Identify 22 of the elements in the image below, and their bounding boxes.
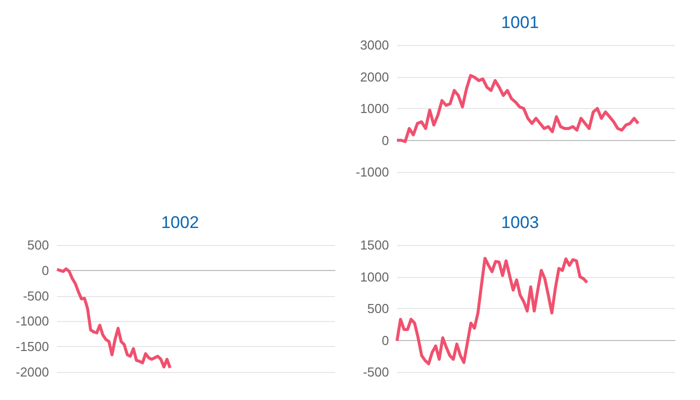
line-series <box>56 267 172 370</box>
line-series <box>396 74 640 144</box>
y-tick-label: 3000 <box>360 38 389 52</box>
y-tick-label: 0 <box>382 332 389 348</box>
y-tick-label: 500 <box>27 238 49 252</box>
y-tick-label: -1500 <box>16 339 49 354</box>
y-tick-label: 1000 <box>360 269 389 284</box>
y-tick-label: -500 <box>22 288 49 304</box>
chart-title: 1003 <box>501 213 539 232</box>
y-tick-label: 0 <box>382 132 389 148</box>
line-series <box>396 256 589 366</box>
y-tick-label: 2000 <box>360 69 389 84</box>
y-tick-label: -1000 <box>356 164 389 180</box>
y-tick-label: 1000 <box>360 101 389 116</box>
y-tick-label: -1000 <box>16 314 49 329</box>
y-tick-label: 1500 <box>360 238 389 252</box>
y-tick-label: -2000 <box>16 364 49 380</box>
chart-title: 1002 <box>161 213 199 232</box>
y-tick-label: 500 <box>367 301 389 316</box>
y-tick-label: 0 <box>42 262 49 278</box>
y-tick-label: -500 <box>362 364 389 380</box>
chart-title: 1001 <box>501 13 539 32</box>
